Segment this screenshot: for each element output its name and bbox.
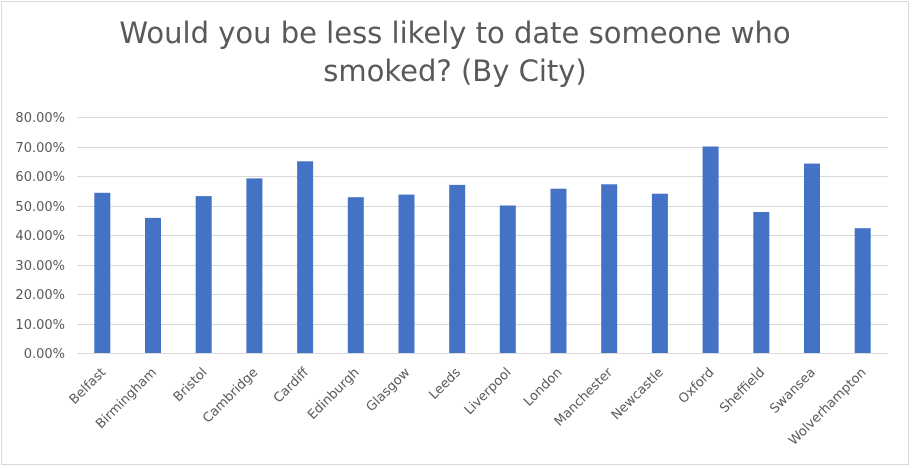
x-tick-label: Cambridge xyxy=(200,365,261,426)
x-tick-label: Bristol xyxy=(171,365,211,405)
bar-cardiff xyxy=(297,161,314,354)
y-tick-label: 20.00% xyxy=(15,288,65,303)
bar-london xyxy=(550,188,567,353)
x-tick-label: Glasgow xyxy=(364,365,414,415)
bar-leeds xyxy=(449,184,466,353)
x-tick-label: Cardiff xyxy=(271,364,313,406)
bar-swansea xyxy=(804,163,820,353)
y-tick-label: 10.00% xyxy=(15,318,65,333)
bar-glasgow xyxy=(398,194,415,353)
x-tick-label: Newcastle xyxy=(609,365,667,423)
bars xyxy=(94,146,871,354)
bar-sheffield xyxy=(753,212,770,353)
x-tick-label: Swansea xyxy=(767,365,818,416)
y-tick-label: 30.00% xyxy=(15,259,65,274)
x-tick-label: Edinburgh xyxy=(305,365,363,423)
x-tick-label: Leeds xyxy=(426,365,464,403)
bar-bristol xyxy=(195,196,212,353)
bar-wolverhampton xyxy=(854,228,871,353)
y-tick-label: 60.00% xyxy=(15,170,65,185)
bar-oxford xyxy=(702,146,719,353)
gridlines xyxy=(77,117,888,354)
y-tick-label: 70.00% xyxy=(15,141,65,156)
bar-edinburgh xyxy=(347,197,364,353)
bar-cambridge xyxy=(246,178,263,353)
y-tick-label: 80.00% xyxy=(15,111,65,126)
chart-title-line-1: Would you be less likely to date someone… xyxy=(119,16,791,50)
bar-newcastle xyxy=(651,193,668,353)
y-tick-label: 0.00% xyxy=(24,347,65,362)
bar-manchester xyxy=(601,184,618,353)
x-tick-label: Sheffield xyxy=(717,365,768,416)
bar-birmingham xyxy=(145,217,161,353)
chart-title-line-2: smoked? (By City) xyxy=(323,54,587,88)
x-tick-label: Oxford xyxy=(676,365,718,407)
chart-title: Would you be less likely to date someone… xyxy=(0,14,910,90)
x-tick-label: Belfast xyxy=(67,365,109,407)
x-tick-label: Liverpool xyxy=(462,365,515,418)
y-tick-label: 40.00% xyxy=(15,229,65,244)
bar-belfast xyxy=(94,192,111,353)
y-axis-ticks: 0.00% 10.00% 20.00% 30.00% 40.00% 50.00% 60.00… xyxy=(15,111,65,362)
bar-liverpool xyxy=(499,205,516,353)
y-tick-label: 50.00% xyxy=(15,200,65,215)
x-tick-label: London xyxy=(521,365,565,409)
